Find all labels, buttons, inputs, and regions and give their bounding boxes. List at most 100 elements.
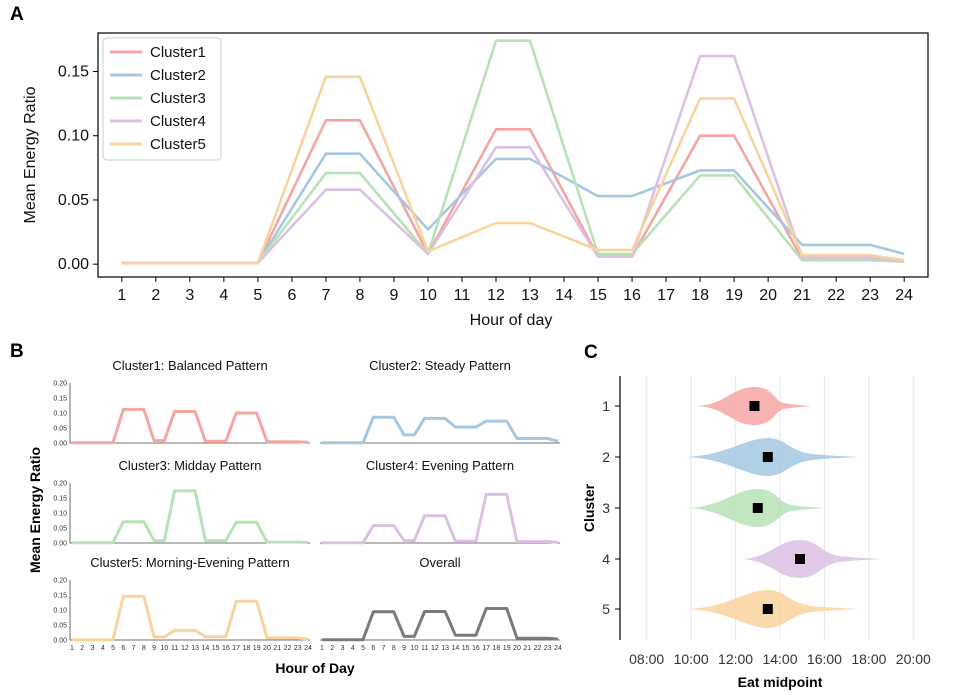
panel-a-xtick-label: 2 — [151, 287, 160, 304]
panel-a-series-line-cluster2 — [121, 152, 905, 265]
panel-a-xtick-label: 13 — [521, 287, 539, 304]
panel-a-ytick-label: 0.00 — [58, 256, 89, 273]
panel-a-xtick-label: 18 — [691, 287, 709, 304]
panel-b-series-line — [322, 492, 559, 545]
panel-b-xtick-label: 22 — [284, 645, 292, 652]
panel-b-xtick-label: 13 — [441, 645, 449, 652]
legend-label-cluster5: Cluster5 — [150, 136, 206, 153]
panel-b-xtick-label: 1 — [70, 645, 74, 652]
panel-b-xtick-label: 6 — [121, 645, 125, 652]
panel-b-xtick-label: 22 — [534, 645, 542, 652]
panel-b-subplot-title: Cluster3: Midday Pattern — [118, 458, 261, 473]
panel-b-subplot-1: Cluster1: Balanced Pattern 0.00 0.05 0.10 0.… — [53, 358, 310, 448]
panel-b-subplot-5: Cluster5: Morning-Evening Pattern 0.00 0.0… — [53, 555, 312, 652]
panel-b-xtick-label: 3 — [341, 645, 345, 652]
panel-a-xtick-label: 19 — [725, 287, 743, 304]
panel-a-xtick-label: 8 — [355, 287, 364, 304]
panel-a-series-line-cluster4 — [121, 54, 905, 265]
panel-a-xtick-label: 3 — [185, 287, 194, 304]
panel-b-xtick-label: 10 — [410, 645, 418, 652]
panel-b-xtick-label: 11 — [421, 645, 428, 652]
panel-c-violin-chart: 08:00 10:00 12:00 14:00 16:00 18:00 20:00 1 2 3 4 5… — [581, 376, 940, 690]
panel-label-c: C — [584, 342, 598, 363]
panel-b-ytick-label: 0.10 — [53, 411, 67, 418]
panel-b-ytick-label: 0.20 — [53, 578, 67, 585]
panel-b-xtick-label: 24 — [304, 645, 312, 652]
panel-b-xtick-label: 12 — [431, 645, 439, 652]
panel-b-xtick-label: 13 — [191, 645, 199, 652]
panel-b-xtick-label: 21 — [523, 645, 531, 652]
panel-b-xtick-label: 20 — [513, 645, 521, 652]
panel-a-xtick-label: 14 — [555, 287, 573, 304]
panel-a-xtick-label: 7 — [321, 287, 330, 304]
panel-b-series-line — [322, 607, 559, 642]
panel-b-series-line — [72, 489, 309, 545]
panel-c-xtick-label: 20:00 — [896, 651, 931, 667]
panel-b-xtick-label: 5 — [111, 645, 115, 652]
panel-a-xtick-label: 20 — [759, 287, 777, 304]
legend-label-cluster4: Cluster4 — [150, 113, 206, 130]
panel-b-xtick-label: 8 — [142, 645, 146, 652]
panel-c-xtick-label: 14:00 — [762, 651, 797, 667]
panel-c-xtick-label: 12:00 — [718, 651, 753, 667]
panel-b-xtick-label: 7 — [382, 645, 386, 652]
panel-b-subplot-3: Cluster3: Midday Pattern 0.00 0.05 0.10 0.15… — [53, 458, 310, 548]
panel-b-ytick-label: 0.15 — [53, 396, 67, 403]
panel-a-xtick-label: 12 — [487, 287, 505, 304]
panel-b-xtick-label: 2 — [330, 645, 334, 652]
panel-b-subplot-title: Cluster2: Steady Pattern — [369, 358, 511, 373]
panel-b-subplot-2: Cluster2: Steady Pattern — [320, 358, 560, 445]
panel-c-violin-cluster-4 — [742, 540, 880, 578]
panel-b-subplot-4: Cluster4: Evening Pattern — [320, 458, 560, 545]
panel-b-xtick-label: 2 — [80, 645, 84, 652]
panel-c-xlabel: Eat midpoint — [738, 674, 823, 690]
panel-b-xtick-label: 14 — [451, 645, 459, 652]
panel-b-ytick-label: 0.20 — [53, 481, 67, 488]
panel-b-xtick-label: 19 — [503, 645, 511, 652]
panel-a-xtick-label: 21 — [793, 287, 811, 304]
panel-a-ytick-label: 0.05 — [58, 192, 89, 209]
panel-b-xtick-label: 10 — [160, 645, 168, 652]
panel-b-xtick-label: 3 — [91, 645, 95, 652]
panel-b-series-line — [72, 407, 309, 445]
panel-a-series-line-cluster1 — [121, 119, 905, 265]
panel-b-xtick-label: 21 — [273, 645, 281, 652]
panel-c-ytick-label: 4 — [602, 551, 610, 567]
panel-b-xtick-label: 12 — [181, 645, 189, 652]
panel-a-ytick-label: 0.15 — [58, 64, 89, 81]
panel-b-ytick-label: 0.05 — [53, 623, 67, 630]
panel-b-xtick-label: 18 — [493, 645, 501, 652]
panel-b-xtick-label: 8 — [392, 645, 396, 652]
panel-a-xtick-label: 16 — [623, 287, 641, 304]
panel-b-xtick-label: 5 — [361, 645, 365, 652]
panel-c-ytick-label: 1 — [602, 398, 610, 414]
panel-b-ytick-label: 0.05 — [53, 526, 67, 533]
panel-c-median-marker-3 — [752, 503, 763, 513]
panel-a-xtick-label: 15 — [589, 287, 607, 304]
panel-b-ytick-label: 0.00 — [53, 441, 67, 448]
panel-b-ytick-label: 0.10 — [53, 511, 67, 518]
panel-b-ytick-label: 0.05 — [53, 426, 67, 433]
panel-c-ytick-label: 5 — [602, 601, 610, 617]
panel-a-legend: Cluster1 Cluster2 Cluster3 Cluster4 Cluster5 — [102, 37, 222, 161]
panel-b-xtick-label: 24 — [554, 645, 562, 652]
panel-c-xtick-label: 10:00 — [674, 651, 709, 667]
panel-a-xtick-label: 1 — [117, 287, 126, 304]
panel-b-xtick-label: 23 — [544, 645, 552, 652]
panel-c-median-marker-4 — [795, 554, 805, 564]
panel-b-ytick-label: 0.10 — [53, 608, 67, 615]
panel-b-subplot-title: Cluster1: Balanced Pattern — [112, 358, 267, 373]
panel-b-xtick-label: 17 — [232, 645, 240, 652]
panel-a-xtick-label: 5 — [253, 287, 262, 304]
panel-c-median-marker-2 — [762, 452, 773, 462]
panel-c-xtick-label: 18:00 — [851, 651, 886, 667]
panel-a-line-chart: 0.000.050.100.15 1 2 3 4 5 6 7 8 9 10 11 12 13 14 15 16… — [22, 32, 929, 329]
panel-b-xtick-label: 15 — [212, 645, 220, 652]
panel-a-ylabel: Mean Energy Ratio — [22, 86, 39, 223]
panel-b-xtick-label: 16 — [222, 645, 230, 652]
panel-b-subplot-title: Cluster5: Morning-Evening Pattern — [90, 555, 289, 570]
panel-b-xtick-label: 15 — [462, 645, 470, 652]
panel-b-xtick-label: 4 — [351, 645, 355, 652]
panel-a-xtick-label: 4 — [219, 287, 228, 304]
panel-a-xtick-label: 11 — [454, 287, 471, 304]
